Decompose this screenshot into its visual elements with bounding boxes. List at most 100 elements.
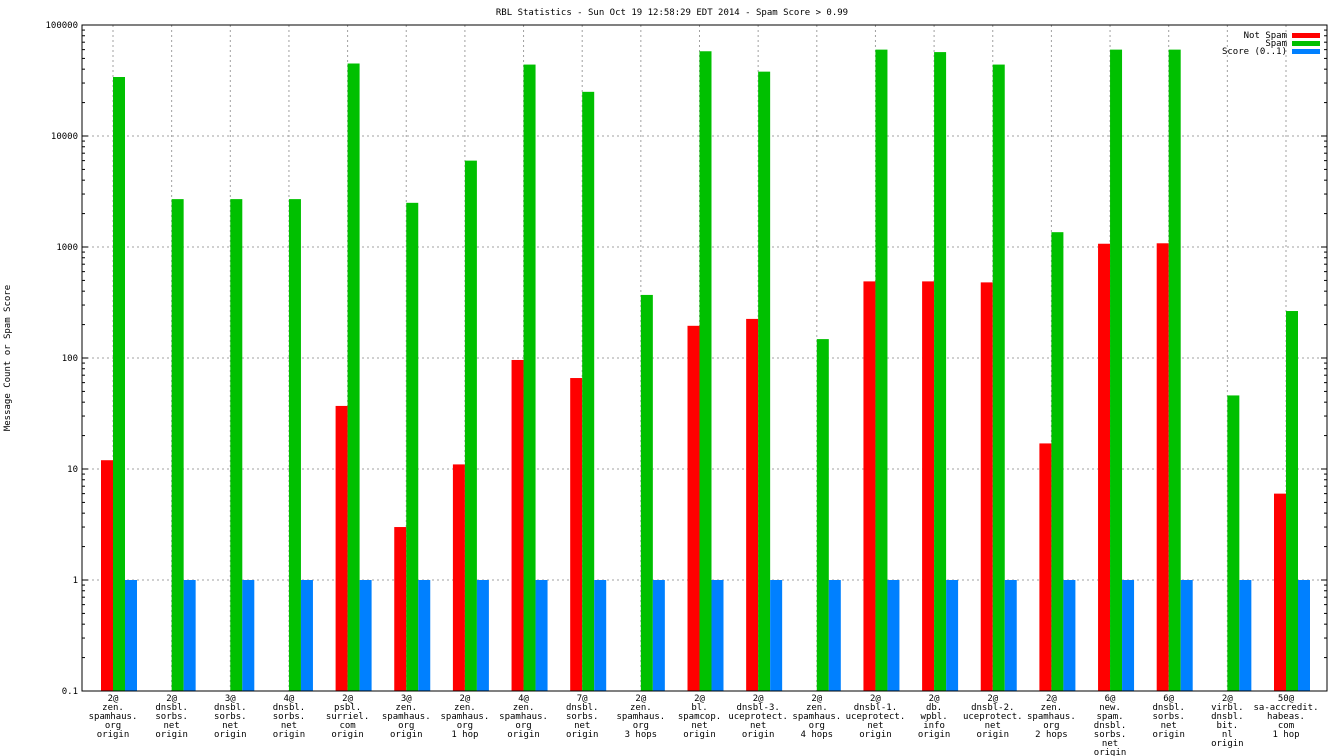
x-tick-label-line: 4@ (284, 694, 295, 704)
x-tick-label-line: net (985, 721, 1001, 731)
x-tick-label-line: spamhaus. (499, 712, 548, 722)
x-tick-label-line: wpbl. (921, 712, 948, 722)
x-tick-label-line: dnsbl. (155, 703, 188, 713)
x-tick-label-line: psbl. (334, 703, 361, 713)
x-tick-label-line: 2@ (342, 694, 353, 704)
x-tick-label-line: com (1278, 721, 1294, 731)
x-tick-label-line: 50@ (1278, 694, 1295, 704)
x-tick-label-line: net (691, 721, 707, 731)
legend-label: Spam (1265, 39, 1287, 49)
bar-not-spam (511, 359, 524, 691)
x-tick-label: 4@ zen. spamhaus. org origin (499, 694, 548, 740)
x-tick-label-line: zen. (806, 703, 828, 713)
x-tick-label-line: habeas. (1267, 712, 1305, 722)
x-tick-label-line: zen. (454, 703, 476, 713)
x-tick-label-line: net (867, 721, 883, 731)
bar-not-spam (570, 378, 583, 691)
x-tick-label: 3@ dnsbl. sorbs. net origin (214, 694, 247, 740)
x-tick-label-line: spamcop. (678, 712, 721, 722)
x-tick-label-line: dnsbl. (1211, 712, 1244, 722)
y-tick-label: 0.1 (62, 687, 78, 697)
x-tick-label-line: origin (390, 730, 423, 740)
legend-swatch (1292, 49, 1320, 54)
x-tick-label-line: origin (918, 730, 951, 740)
bar-spam (523, 64, 536, 691)
x-tick-label-line: virbl. (1211, 703, 1244, 713)
x-tick-label-line: dnsbl. (273, 703, 306, 713)
x-tick-label-line: net (574, 721, 590, 731)
x-tick-label-line: org (809, 721, 825, 731)
x-tick-label-line: 6@ (1163, 694, 1174, 704)
y-tick-label: 1000 (56, 243, 78, 253)
x-tick-label: 2@ bl. spamcop. net origin (678, 694, 721, 740)
x-tick-label-line: org (515, 721, 531, 731)
bar-not-spam (1156, 243, 1169, 691)
bar-score (1063, 580, 1076, 691)
bar-not-spam (922, 281, 935, 691)
bar-spam (934, 52, 947, 691)
x-tick-label-line: org (105, 721, 121, 731)
x-tick-label-line: origin (1152, 730, 1185, 740)
bar-spam (347, 63, 360, 692)
x-tick-label-line: zen. (630, 703, 652, 713)
x-tick-label: 50@ sa-accredit. habeas. com 1 hop (1253, 694, 1318, 740)
x-tick-label-line: 2@ (1222, 694, 1233, 704)
y-tick-label: 10000 (51, 132, 78, 142)
legend-swatch (1292, 33, 1320, 38)
y-tick-label: 10 (67, 465, 78, 475)
bar-spam (1227, 395, 1240, 691)
x-tick-label-line: 1 hop (451, 730, 478, 740)
y-tick-label: 1 (73, 576, 78, 586)
x-tick-label-line: sorbs. (214, 712, 247, 722)
x-tick-label-line: spamhaus. (382, 712, 431, 722)
y-axis-label: Message Count or Spam Score (3, 285, 13, 431)
x-tick-label-line: origin (683, 730, 716, 740)
x-tick-label: 7@ dnsbl. sorbs. net origin (566, 694, 599, 740)
x-tick-label-line: 7@ (577, 694, 588, 704)
bar-spam (1286, 311, 1298, 691)
x-tick-label-line: zen. (395, 703, 417, 713)
x-tick-label: 2@ dnsbl-3. uceprotect. net origin (728, 694, 788, 740)
x-tick-label-line: origin (742, 730, 775, 740)
bar-spam (288, 199, 301, 691)
x-tick-label: 6@ dnsbl. sorbs. net origin (1152, 694, 1185, 740)
bar-spam (758, 71, 771, 691)
x-tick-label-line: surriel. (326, 712, 369, 722)
x-tick-label-line: spam. (1097, 712, 1124, 722)
x-tick-label-line: 3@ (225, 694, 236, 704)
x-tick-label-line: uceprotect. (728, 712, 788, 722)
bar-score (1239, 580, 1252, 691)
x-tick-label: 6@ new. spam. dnsbl. sorbs. net origin (1094, 694, 1127, 756)
bar-not-spam (1098, 243, 1111, 691)
bar-spam (640, 294, 653, 691)
x-tick-label-line: 2@ (929, 694, 940, 704)
x-tick-label: 4@ dnsbl. sorbs. net origin (273, 694, 306, 740)
x-tick-label-line: uceprotect. (963, 712, 1023, 722)
bar-score (652, 580, 665, 691)
bar-score (418, 580, 431, 691)
y-tick-label: 100 (62, 354, 78, 364)
x-tick-label-line: dnsbl. (1152, 703, 1185, 713)
bar-score (828, 580, 841, 691)
x-tick-label-line: spamhaus. (89, 712, 138, 722)
bar-not-spam (101, 460, 113, 691)
x-tick-label: 2@ zen. spamhaus. org 4 hops (792, 694, 841, 740)
x-tick-label-line: origin (859, 730, 892, 740)
x-tick-label: 2@ psbl. surriel. com origin (326, 694, 369, 740)
x-tick-label: 2@ dnsbl-2. uceprotect. net origin (963, 694, 1023, 740)
x-tick-label-line: 3@ (401, 694, 412, 704)
x-tick-label-line: origin (155, 730, 188, 740)
x-tick-label-line: org (457, 721, 473, 731)
x-tick-label-line: net (1161, 721, 1177, 731)
x-tick-label-line: net (222, 721, 238, 731)
bar-spam (1168, 49, 1181, 692)
bar-spam (230, 199, 243, 691)
x-tick-label-line: 2@ (1046, 694, 1057, 704)
x-tick-label-line: 4 hops (801, 730, 834, 740)
bar-spam (171, 199, 184, 691)
x-tick-label-line: origin (1094, 748, 1127, 756)
bar-score (476, 580, 489, 691)
bar-score (359, 580, 372, 691)
x-tick-label-line: 4@ (518, 694, 529, 704)
